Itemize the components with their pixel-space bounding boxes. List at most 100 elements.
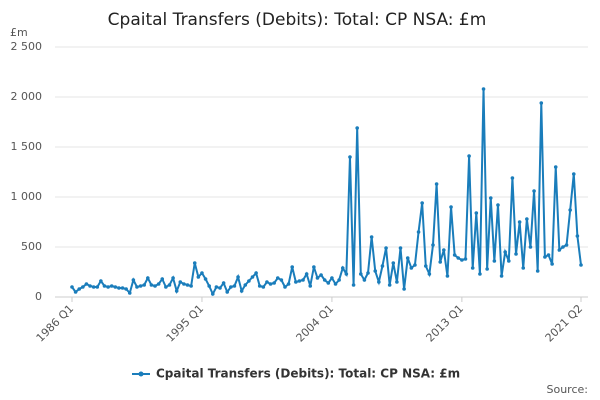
point [420, 201, 424, 205]
point [99, 279, 103, 283]
point [106, 285, 110, 289]
point [124, 287, 128, 291]
y-tick-label: 2 500 [11, 40, 43, 53]
point [568, 208, 572, 212]
point [127, 291, 132, 295]
point [257, 284, 262, 288]
point [164, 285, 168, 289]
y-tick-label: 1 000 [11, 190, 43, 203]
point [138, 284, 143, 288]
point [261, 285, 266, 289]
point [88, 284, 92, 288]
point [283, 285, 287, 289]
x-tick-label: 2013 Q1 [424, 302, 467, 345]
point [185, 283, 190, 287]
point [496, 203, 500, 207]
point [268, 282, 273, 286]
point [474, 211, 479, 215]
point [312, 265, 316, 269]
point [203, 277, 208, 281]
point [423, 264, 428, 268]
point [160, 277, 165, 281]
point [189, 284, 193, 288]
point [409, 266, 414, 270]
point [221, 281, 226, 285]
point [369, 235, 374, 239]
x-tick-label: 1986 Q1 [34, 302, 77, 345]
point [200, 271, 204, 275]
point [366, 271, 370, 275]
point [525, 217, 529, 221]
point [503, 250, 507, 254]
point [322, 278, 327, 282]
point [517, 220, 522, 224]
point [348, 155, 352, 159]
point [564, 243, 569, 247]
point [398, 246, 403, 250]
point [247, 279, 251, 283]
point [463, 257, 468, 261]
point [470, 266, 475, 270]
point [434, 182, 439, 186]
point [250, 275, 255, 279]
point [290, 265, 295, 269]
point [113, 285, 118, 289]
point [521, 266, 526, 270]
point [456, 256, 461, 260]
point [70, 285, 74, 289]
point [344, 272, 349, 276]
point [337, 278, 341, 282]
point [438, 260, 443, 264]
point [275, 276, 280, 280]
point [351, 283, 356, 287]
point [395, 280, 399, 284]
point [416, 230, 421, 234]
point [178, 280, 183, 284]
point [171, 276, 175, 280]
point [192, 261, 197, 265]
point [431, 243, 435, 247]
point [315, 276, 320, 280]
point [149, 283, 154, 287]
point [196, 275, 201, 279]
point [333, 282, 338, 286]
point [73, 290, 78, 294]
point [265, 280, 269, 284]
point [402, 287, 406, 291]
point [207, 284, 211, 288]
point [405, 256, 410, 260]
point [510, 176, 515, 180]
point [445, 274, 450, 278]
point [81, 285, 85, 289]
point [355, 126, 359, 130]
point [239, 289, 244, 293]
point [535, 269, 540, 273]
point [142, 283, 146, 287]
legend-marker [138, 371, 144, 377]
y-tick-label: 2 000 [11, 90, 43, 103]
point [304, 272, 309, 276]
point [153, 284, 157, 288]
point [442, 248, 446, 252]
point [232, 284, 237, 288]
point [84, 282, 89, 286]
y-tick-label: 0 [35, 290, 42, 303]
point [579, 263, 583, 267]
point [218, 286, 222, 290]
source: Source: [547, 383, 589, 396]
point [308, 284, 313, 288]
point [362, 278, 367, 282]
y-tick-label: 500 [21, 240, 42, 253]
point [528, 245, 533, 249]
point [452, 253, 457, 257]
series-line [71, 88, 582, 297]
x-tick-label: 1995 Q1 [164, 302, 207, 345]
point [146, 276, 150, 280]
point [543, 255, 547, 259]
point [488, 196, 493, 200]
x-tick-label: 2004 Q1 [294, 302, 337, 345]
point [571, 172, 576, 176]
point [481, 87, 486, 91]
point [467, 154, 471, 158]
